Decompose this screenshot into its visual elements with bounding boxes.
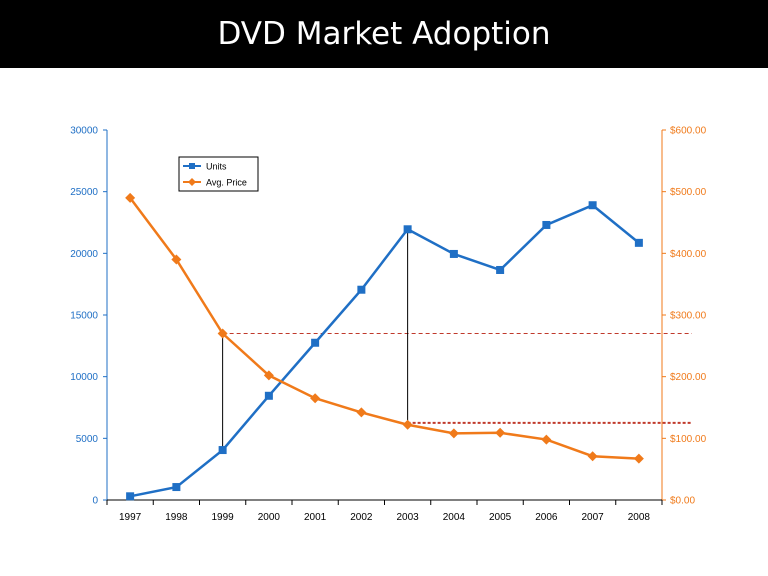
x-tick-label: 2000 (258, 512, 281, 523)
left-tick-label: 25000 (70, 187, 98, 198)
left-tick-label: 15000 (70, 311, 98, 322)
x-tick-label: 1997 (119, 512, 142, 523)
x-tick-label: 2008 (628, 512, 651, 523)
right-tick-label: $300.00 (670, 311, 707, 322)
price-point-2002 (356, 407, 367, 418)
units-point-2002 (357, 285, 366, 294)
right-tick-label: $500.00 (670, 187, 707, 198)
price-point-2005 (495, 427, 506, 438)
x-tick-label: 2004 (443, 512, 466, 523)
units-line (129, 203, 640, 498)
left-tick-label: 0 (92, 496, 98, 507)
units-point-2007 (588, 201, 597, 210)
left-tick-label: 5000 (76, 434, 99, 445)
x-tick-label: 1999 (212, 512, 235, 523)
units-point-2003 (403, 225, 412, 234)
right-tick-label: $400.00 (670, 249, 707, 260)
units-point-1997 (126, 492, 135, 501)
right-tick-label: $0.00 (670, 496, 695, 507)
x-tick-label: 2007 (582, 512, 605, 523)
slide-title: DVD Market Adoption (217, 16, 551, 52)
x-tick-label: 2006 (535, 512, 558, 523)
x-tick-label: 2002 (350, 512, 373, 523)
price-point-1997 (125, 192, 136, 203)
units-point-1998 (172, 483, 181, 492)
price-point-2003 (402, 419, 413, 430)
price-point-1999 (217, 328, 228, 339)
units-point-2001 (311, 338, 320, 347)
left-tick-label: 10000 (70, 372, 98, 383)
units-point-2006 (542, 220, 551, 229)
price-point-2006 (541, 434, 552, 445)
price-point-2001 (310, 393, 321, 404)
x-tick-label: 1998 (165, 512, 188, 523)
units-point-1999 (218, 446, 227, 455)
right-tick-label: $600.00 (670, 126, 707, 137)
units-point-2008 (634, 238, 643, 247)
title-bar: DVD Market Adoption (0, 0, 768, 68)
units-point-2004 (449, 249, 458, 258)
legend-units-label: Units (206, 162, 227, 172)
right-tick-label: $200.00 (670, 372, 707, 383)
price-point-2000 (263, 370, 274, 381)
x-tick-label: 2001 (304, 512, 327, 523)
right-tick-label: $100.00 (670, 434, 707, 445)
left-tick-label: 30000 (70, 126, 98, 137)
price-point-1998 (171, 254, 182, 265)
units-point-2005 (496, 265, 505, 274)
x-tick-label: 2003 (397, 512, 420, 523)
x-tick-label: 2005 (489, 512, 512, 523)
legend-price-marker (188, 178, 196, 186)
units-point-2000 (264, 391, 273, 400)
left-tick-label: 20000 (70, 249, 98, 260)
price-line (129, 197, 639, 460)
price-point-2008 (633, 453, 644, 464)
price-point-2007 (587, 451, 598, 462)
price-point-2004 (448, 428, 459, 439)
legend-units-marker (189, 163, 195, 169)
legend-price-label: Avg. Price (206, 178, 247, 188)
